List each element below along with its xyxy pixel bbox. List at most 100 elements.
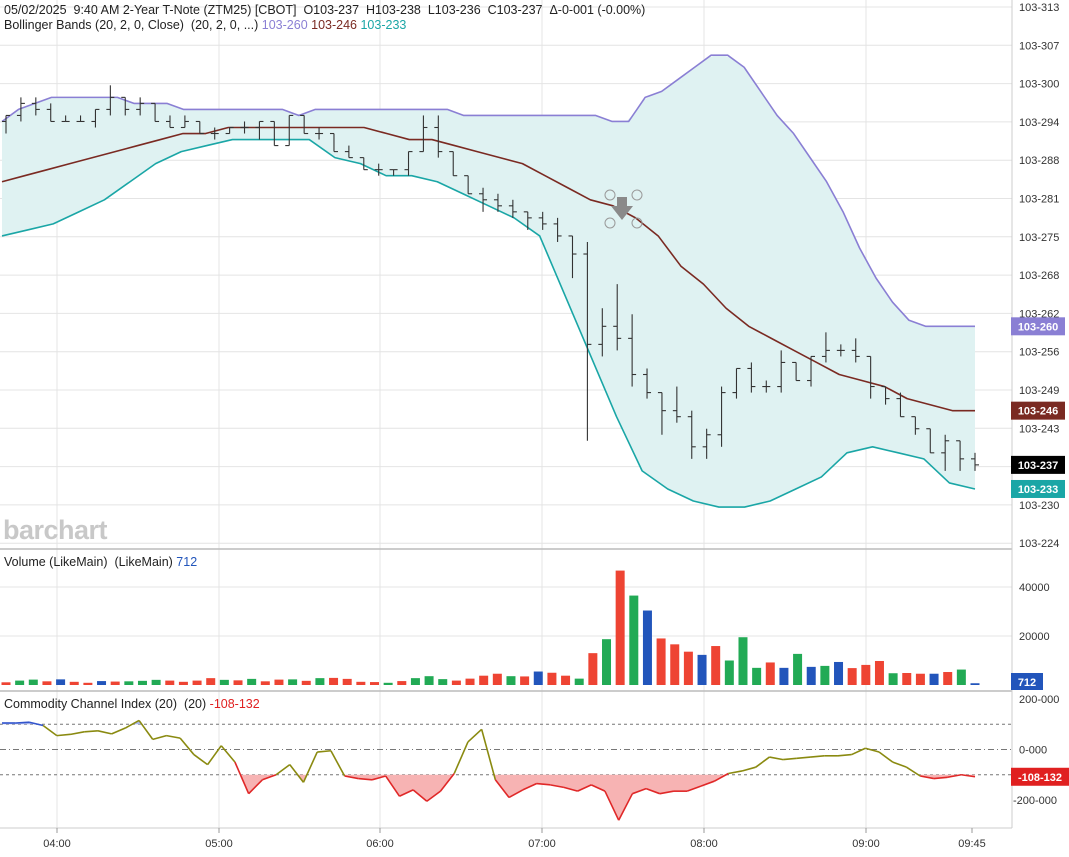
ohlc-bar (881, 386, 890, 405)
bb-upper-tag (1011, 317, 1065, 336)
volume-bar (602, 639, 612, 685)
ohlc-bar (523, 211, 532, 230)
bollinger-middle-line (1, 126, 975, 412)
volume-bar (588, 653, 598, 685)
cci-segment (412, 789, 428, 802)
ohlc-bar (240, 121, 249, 134)
tag-background (1011, 673, 1043, 690)
ohlc-bar (657, 392, 666, 435)
price-axis-label: 103-249 (1019, 385, 1059, 397)
volume-bar (970, 683, 980, 685)
cci-legend[interactable]: Commodity Channel Index (20) (20) -108-1… (4, 697, 260, 711)
volume-bar (315, 678, 325, 685)
cci-segment (330, 750, 346, 777)
cci-segment (248, 779, 263, 795)
volume-bar (615, 570, 625, 685)
ohlc-bar (672, 386, 681, 423)
barchart-watermark: barchart (3, 515, 108, 545)
cci-segment (577, 784, 592, 792)
ohlc-bar (419, 115, 428, 153)
ohlc-bar (225, 126, 234, 135)
volume-bar (369, 682, 379, 685)
volume-bar (219, 679, 229, 685)
ohlc-bar (404, 151, 413, 176)
ohlc-bar (76, 115, 85, 123)
ohlc-bar (195, 120, 204, 135)
volume-bar (124, 681, 134, 685)
ohlc-bar (821, 332, 830, 363)
volume-bar (779, 667, 789, 685)
cci-segment (947, 773, 962, 779)
cci-segment (961, 773, 976, 778)
price-axis-label: 103-268 (1019, 270, 1059, 282)
volume-bar (137, 680, 147, 685)
cci-segment (933, 776, 948, 780)
time-axis-label: 09:45 (958, 838, 986, 850)
time-axis-label: 08:00 (690, 838, 718, 850)
ohlc-bar (702, 428, 711, 459)
ohlc-bar (643, 368, 652, 399)
volume-bar (110, 681, 120, 685)
ohlc-bar (971, 452, 979, 471)
price-axis-label: 103-275 (1019, 232, 1059, 244)
ohlc-bar (106, 85, 115, 116)
volume-bar (356, 681, 366, 685)
volume-legend[interactable]: Volume (LikeMain) (LikeMain) 712 (4, 555, 197, 569)
ohlc-bar (732, 367, 741, 399)
tag-text: 103-237 (1018, 460, 1058, 472)
ohlc-bar (434, 115, 443, 158)
volume-bar (329, 677, 339, 685)
tag-background (1011, 317, 1065, 336)
time-axis-label: 07:00 (528, 838, 556, 850)
volume-bar (301, 680, 311, 685)
cci-segment (42, 724, 58, 737)
cci-segment (439, 772, 455, 792)
volume-bar (233, 680, 243, 685)
cci-segment (385, 775, 401, 797)
bb-lower-value: 103-233 (360, 18, 407, 32)
cci-segment (453, 741, 469, 774)
cci-segment (590, 784, 606, 792)
tag-background (1011, 767, 1069, 786)
ohlc-bar (792, 361, 801, 382)
bollinger-legend[interactable]: Bollinger Bands (20, 2, 0, Close) (20, 2… (4, 18, 406, 32)
ohlc-bar (941, 434, 950, 471)
cci-oversold-fill (240, 774, 277, 794)
ohlc-bar (762, 380, 771, 393)
volume-bar (15, 680, 25, 685)
ohlc-bar (449, 151, 458, 177)
volume-bar (956, 669, 966, 685)
volume-bar (410, 678, 420, 685)
cci-segment (302, 751, 318, 783)
cci-segment (645, 787, 661, 795)
ohlc-bar (508, 199, 517, 218)
volume-bar (97, 681, 107, 685)
cci-segment (686, 785, 702, 792)
ohlc-bar (747, 362, 756, 393)
cci-segment (617, 793, 634, 821)
ohlc-bar (2, 114, 10, 134)
volume-bar (383, 682, 393, 685)
ohlc-bar (553, 217, 562, 242)
cci-segment (741, 766, 756, 772)
volume-value: 712 (176, 555, 198, 569)
price-bars (2, 85, 979, 471)
cci-segment (220, 745, 236, 763)
volume-bar (69, 681, 79, 685)
cci-segment (84, 730, 98, 733)
volume-bar (861, 664, 871, 685)
price-axis-label: 103-300 (1019, 79, 1059, 91)
ohlc-bar (315, 127, 324, 140)
volume-bar (683, 651, 693, 685)
cci-segment (426, 790, 442, 802)
bollinger-band-fill (2, 55, 975, 508)
volume-bar (178, 681, 188, 685)
cci-segment (97, 730, 112, 735)
cci-segment (769, 756, 784, 761)
ohlc-bar (807, 355, 816, 387)
bollinger-upper-line (1, 54, 975, 328)
price-axis-label: 103-294 (1019, 117, 1059, 129)
cci-segment (536, 782, 551, 786)
cci-segment (865, 747, 880, 753)
